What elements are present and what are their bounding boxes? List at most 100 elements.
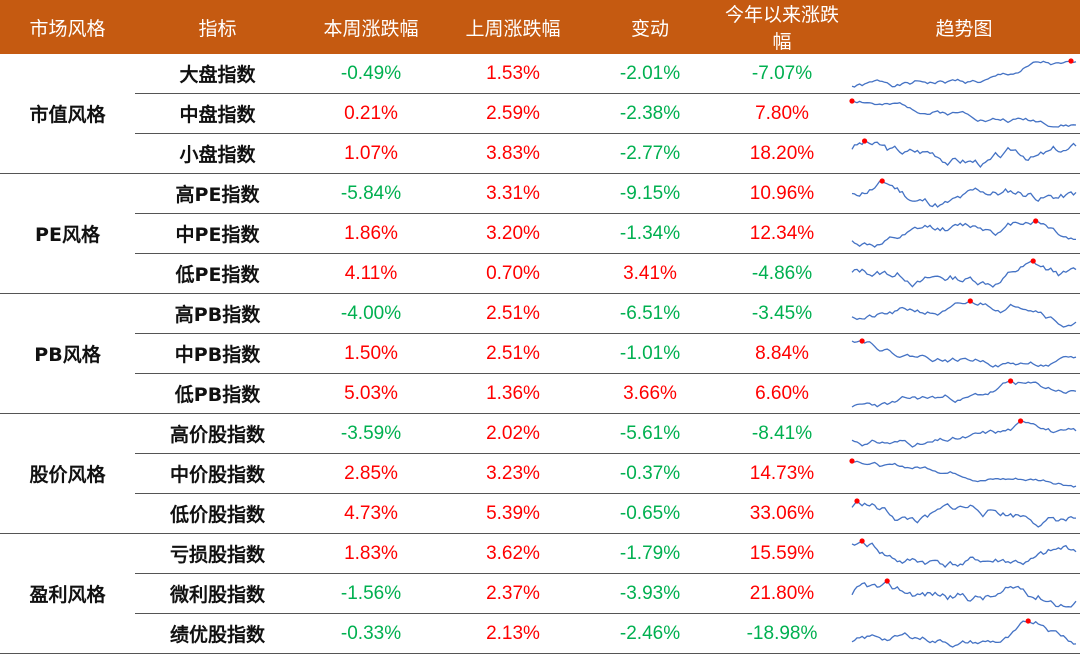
last-week-value: 0.70% — [442, 253, 584, 294]
header-change: 变动 — [584, 0, 716, 54]
last-week-value: 3.83% — [442, 133, 584, 174]
last-week-value: 1.36% — [442, 373, 584, 414]
last-week-value: 5.39% — [442, 493, 584, 534]
table-row: 低价股指数 4.73% 5.39% -0.65% 33.06% — [0, 493, 1080, 534]
trend-cell — [848, 573, 1080, 614]
sparkline-peak-marker — [1030, 257, 1036, 264]
ytd-value: 15.59% — [716, 533, 848, 574]
change-value: -2.38% — [584, 93, 716, 134]
header-index: 指标 — [135, 0, 300, 54]
change-value: 3.66% — [584, 373, 716, 414]
ytd-value: 10.96% — [716, 173, 848, 214]
trend-cell — [848, 133, 1080, 174]
table-row: 市值风格 大盘指数 -0.49% 1.53% -2.01% -7.07% — [0, 54, 1080, 174]
table-row: 股价风格 高价股指数 -3.59% 2.02% -5.61% -8.41% — [0, 413, 1080, 534]
index-name: 中PE指数 — [135, 213, 300, 254]
index-name: 高PE指数 — [135, 173, 300, 214]
ytd-value: 33.06% — [716, 493, 848, 534]
ytd-value: 7.80% — [716, 93, 848, 134]
index-name: 中PB指数 — [135, 333, 300, 374]
change-value: -2.77% — [584, 133, 716, 174]
this-week-value: 1.83% — [300, 533, 442, 574]
trend-cell — [848, 453, 1080, 494]
this-week-value: 1.50% — [300, 333, 442, 374]
table-row: 小盘指数 1.07% 3.83% -2.77% 18.20% — [0, 133, 1080, 174]
this-week-value: -3.59% — [300, 413, 442, 454]
last-week-value: 3.20% — [442, 213, 584, 254]
ytd-value: -8.41% — [716, 413, 848, 454]
index-name: 高价股指数 — [135, 413, 300, 454]
trend-cell — [848, 213, 1080, 254]
sparkline-peak-marker — [967, 297, 973, 304]
this-week-value: 5.03% — [300, 373, 442, 414]
table-row: 低PB指数 5.03% 1.36% 3.66% 6.60% — [0, 373, 1080, 414]
trend-sparkline — [851, 137, 1077, 168]
sparkline-path — [851, 539, 1077, 568]
trend-sparkline — [851, 217, 1076, 248]
index-name: 低PE指数 — [135, 253, 300, 294]
sparkline-path — [851, 459, 1077, 488]
change-value: -2.01% — [584, 54, 716, 94]
ytd-value: -4.86% — [716, 253, 848, 294]
trend-sparkline — [851, 577, 1077, 608]
sparkline-peak-marker — [849, 457, 855, 464]
header-last-week: 上周涨跌幅 — [442, 0, 584, 54]
sparkline-peak-marker — [879, 177, 885, 184]
trend-cell — [848, 54, 1080, 94]
header-ytd: 今年以来涨跌幅 — [716, 0, 848, 54]
sparkline-path — [851, 419, 1077, 448]
sparkline-path — [851, 99, 1077, 128]
change-value: -1.34% — [584, 213, 716, 254]
this-week-value: 2.85% — [300, 453, 442, 494]
table-row: 中PE指数 1.86% 3.20% -1.34% 12.34% — [0, 213, 1080, 254]
group-label: PE风格 — [0, 173, 135, 294]
trend-cell — [848, 93, 1080, 134]
sparkline-peak-marker — [1068, 57, 1074, 64]
index-name: 低价股指数 — [135, 493, 300, 534]
this-week-value: 1.07% — [300, 133, 442, 174]
change-value: -0.37% — [584, 453, 716, 494]
sparkline-path — [851, 499, 1076, 528]
last-week-value: 2.51% — [442, 333, 584, 374]
trend-sparkline — [849, 457, 1077, 488]
ytd-value: 21.80% — [716, 573, 848, 614]
table-row: 低PE指数 4.11% 0.70% 3.41% -4.86% — [0, 253, 1080, 294]
ytd-value: -3.45% — [716, 293, 848, 334]
this-week-value: -4.00% — [300, 293, 442, 334]
sparkline-path — [851, 259, 1077, 288]
change-value: -5.61% — [584, 413, 716, 454]
change-value: -3.93% — [584, 573, 716, 614]
this-week-value: -0.33% — [300, 613, 442, 654]
header-trend: 趋势图 — [848, 0, 1080, 54]
trend-cell — [848, 533, 1080, 574]
change-value: -6.51% — [584, 293, 716, 334]
trend-sparkline — [851, 537, 1077, 568]
ytd-value: -7.07% — [716, 54, 848, 94]
ytd-value: -18.98% — [716, 613, 848, 654]
index-name: 中价股指数 — [135, 453, 300, 494]
last-week-value: 3.31% — [442, 173, 584, 214]
group-label: 盈利风格 — [0, 533, 135, 654]
sparkline-peak-marker — [849, 97, 855, 104]
index-name: 绩优股指数 — [135, 613, 300, 654]
trend-cell — [848, 333, 1080, 374]
last-week-value: 2.13% — [442, 613, 584, 654]
header-this-week: 本周涨跌幅 — [300, 0, 442, 54]
change-value: -0.65% — [584, 493, 716, 534]
table-row: PB风格 高PB指数 -4.00% 2.51% -6.51% -3.45% — [0, 293, 1080, 414]
sparkline-path — [851, 379, 1077, 408]
table-row: 微利股指数 -1.56% 2.37% -3.93% 21.80% — [0, 573, 1080, 614]
ytd-value: 14.73% — [716, 453, 848, 494]
last-week-value: 2.37% — [442, 573, 584, 614]
trend-cell — [848, 173, 1080, 214]
sparkline-peak-marker — [1033, 217, 1039, 224]
table-row: 绩优股指数 -0.33% 2.13% -2.46% -18.98% — [0, 613, 1080, 654]
last-week-value: 1.53% — [442, 54, 584, 94]
index-name: 微利股指数 — [135, 573, 300, 614]
this-week-value: 1.86% — [300, 213, 442, 254]
sparkline-peak-marker — [1008, 377, 1014, 384]
trend-sparkline — [851, 337, 1077, 368]
ytd-value: 12.34% — [716, 213, 848, 254]
sparkline-path — [851, 619, 1077, 648]
group-label: PB风格 — [0, 293, 135, 414]
